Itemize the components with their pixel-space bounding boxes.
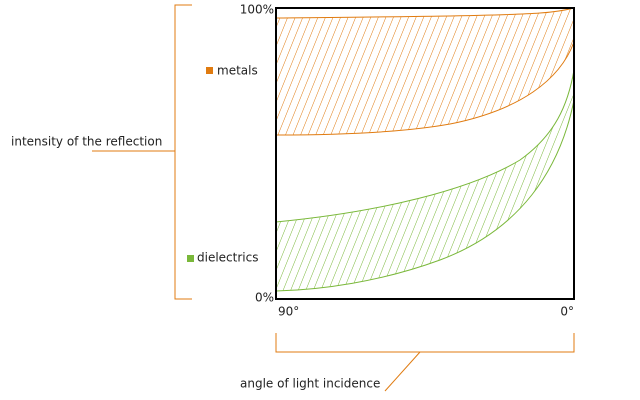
legend-swatch [187,255,194,262]
y-bracket [174,4,192,300]
legend-swatch [206,67,213,74]
x-title-leader [384,351,421,392]
y-title: intensity of the reflection [11,135,162,149]
x-bracket [275,333,575,353]
y-top-label: 100% [240,3,274,17]
metals-band [275,7,575,136]
plot-frame [275,7,575,300]
x-right-label: 0° [560,305,574,319]
x-title: angle of light incidence [240,377,380,391]
legend-label: dielectrics [197,251,258,265]
legend-label: metals [217,64,258,78]
x-left-label: 90° [278,305,299,319]
y-bottom-label: 0% [255,291,274,305]
